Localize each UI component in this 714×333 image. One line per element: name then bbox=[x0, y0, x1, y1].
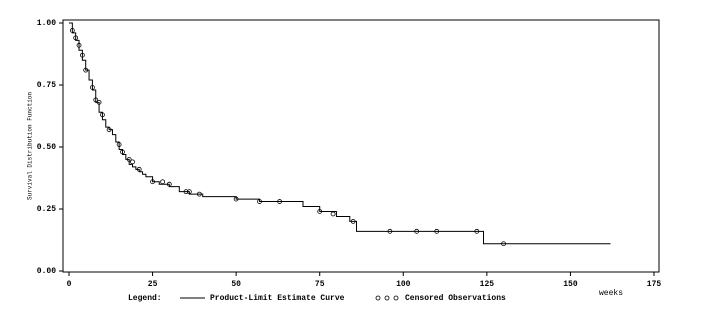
censored-point bbox=[96, 99, 102, 105]
censored-point bbox=[434, 228, 440, 234]
censored-point bbox=[350, 218, 356, 224]
legend-label: Censored Observations bbox=[405, 294, 506, 303]
y-tick-label: 0.25 bbox=[37, 205, 56, 214]
censored-point bbox=[76, 42, 82, 48]
x-tick-label: 100 bbox=[396, 280, 411, 289]
legend-title: Legend: bbox=[128, 294, 162, 303]
x-tick-label: 175 bbox=[647, 280, 662, 289]
x-tick-label: 50 bbox=[231, 280, 241, 289]
x-tick-label: 75 bbox=[315, 280, 325, 289]
censored-point bbox=[330, 211, 336, 217]
legend-symbol bbox=[375, 295, 381, 301]
censored-point bbox=[130, 159, 135, 165]
censored-point bbox=[183, 189, 189, 195]
x-tick-label: 0 bbox=[67, 280, 72, 289]
y-tick-label: 0.50 bbox=[37, 143, 56, 152]
censored-point bbox=[257, 199, 262, 204]
y-tick-label: 0.00 bbox=[37, 267, 56, 276]
censored-point bbox=[150, 179, 155, 185]
censored-point bbox=[126, 156, 132, 162]
censored-point bbox=[116, 142, 122, 147]
censored-point bbox=[414, 228, 420, 234]
x-axis-title: weeks bbox=[599, 289, 623, 298]
censored-point bbox=[387, 228, 393, 234]
censored-point bbox=[100, 112, 105, 118]
censored-point bbox=[277, 199, 283, 204]
censored-point bbox=[160, 179, 166, 185]
x-tick-label: 150 bbox=[563, 280, 578, 289]
censored-point bbox=[186, 189, 192, 195]
y-axis-title: Survival Distribution Function bbox=[27, 92, 34, 200]
censored-point bbox=[474, 228, 480, 234]
censored-point bbox=[83, 67, 89, 73]
legend-symbol bbox=[393, 295, 399, 301]
x-tick-label: 25 bbox=[148, 280, 158, 289]
censored-point bbox=[233, 196, 239, 202]
survival-curve bbox=[69, 22, 611, 245]
legend-symbol bbox=[384, 295, 390, 301]
censored-point bbox=[136, 166, 142, 172]
y-tick-label: 1.00 bbox=[37, 19, 56, 28]
y-tick-label: 0.75 bbox=[37, 81, 56, 90]
censored-point bbox=[106, 127, 112, 133]
censored-point bbox=[79, 52, 85, 58]
censored-point bbox=[73, 35, 79, 41]
censored-point bbox=[90, 85, 95, 90]
censored-point bbox=[501, 241, 506, 247]
censored-point bbox=[166, 181, 172, 187]
x-tick-label: 125 bbox=[480, 280, 495, 289]
censored-point bbox=[196, 191, 202, 197]
censored-point bbox=[317, 209, 323, 214]
censored-point bbox=[120, 149, 125, 155]
censored-point bbox=[69, 28, 75, 33]
legend-label: Product-Limit Estimate Curve bbox=[210, 294, 345, 303]
plot-frame bbox=[62, 19, 660, 273]
censored-point bbox=[93, 97, 99, 103]
